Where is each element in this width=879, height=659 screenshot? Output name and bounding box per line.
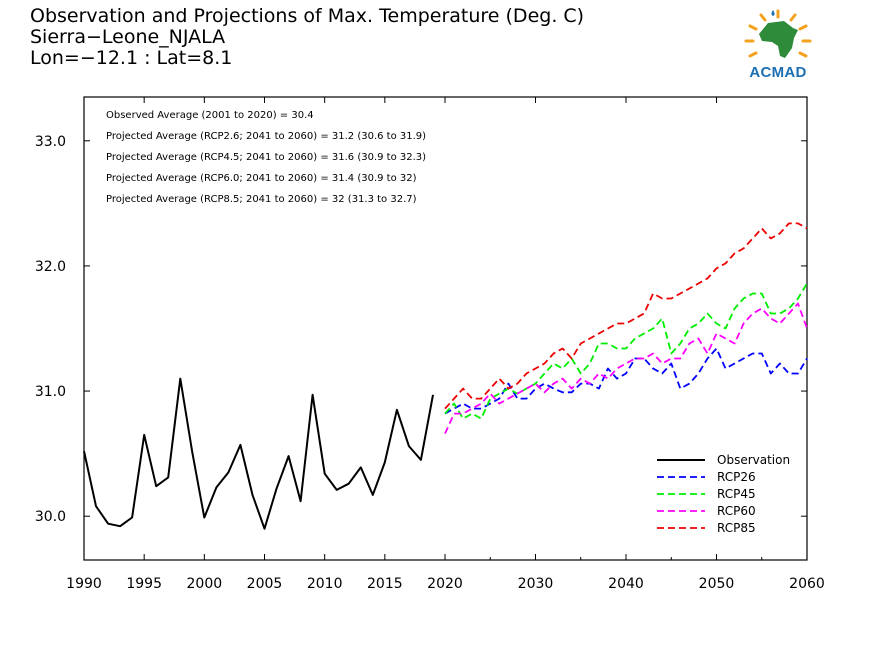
legend-label: Observation: [717, 453, 790, 467]
average-annotation: Projected Average (RCP6.0; 2041 to 2060)…: [106, 173, 417, 184]
axis-ticks: 1990 1995 2000 2005 2010 2015 2020 2030 2040 2050…: [35, 97, 825, 592]
acmad-logo-text: ACMAD: [749, 64, 807, 81]
annotation-block: Observed Average (2001 to 2020) = 30.4 Pr…: [106, 110, 426, 205]
africa-sun-icon: [744, 9, 812, 58]
chart-title-block: Observation and Projections of Max. Temp…: [30, 6, 584, 69]
chart-title: Observation and Projections of Max. Temp…: [30, 5, 585, 27]
station-name: Sierra−Leone_NJALA: [30, 26, 226, 48]
average-annotation: Projected Average (RCP8.5; 2041 to 2060)…: [106, 194, 417, 205]
x-tick-label: 2060: [789, 576, 825, 592]
average-annotation: Projected Average (RCP4.5; 2041 to 2060)…: [106, 152, 426, 163]
legend: Observation RCP26 RCP45 RCP60 RCP85: [657, 453, 790, 535]
x-tick-label: 2020: [427, 576, 463, 592]
series-line-observation: [83, 377, 434, 530]
average-annotation: Observed Average (2001 to 2020) = 30.4: [106, 110, 314, 121]
x-tick-label: 1990: [66, 576, 102, 592]
plot-frame: [83, 96, 808, 561]
station-coordinates: Lon=−12.1 : Lat=8.1: [30, 47, 233, 69]
y-tick-label: 33.0: [35, 134, 66, 150]
plot-border: [83, 96, 808, 561]
x-tick-label: 2005: [247, 576, 283, 592]
series-lines: [83, 222, 808, 530]
series-line-rcp45: [444, 283, 808, 420]
legend-label: RCP26: [717, 470, 756, 484]
y-tick-label: 31.0: [35, 384, 66, 400]
legend-label: RCP60: [717, 504, 756, 518]
x-tick-label: 2015: [367, 576, 403, 592]
legend-label: RCP45: [717, 487, 756, 501]
acmad-logo: ACMAD: [738, 8, 818, 84]
series-line-rcp85: [444, 222, 808, 410]
x-tick-label: 2040: [608, 576, 644, 592]
y-tick-label: 32.0: [35, 259, 66, 275]
y-tick-label: 30.0: [35, 509, 66, 525]
average-annotation: Projected Average (RCP2.6; 2041 to 2060)…: [106, 131, 426, 142]
x-tick-label: 1995: [126, 576, 162, 592]
x-tick-label: 2050: [699, 576, 735, 592]
x-tick-label: 2010: [307, 576, 343, 592]
series-line-rcp60: [444, 302, 808, 434]
series-line-rcp26: [444, 347, 808, 415]
x-tick-label: 2030: [518, 576, 554, 592]
legend-label: RCP85: [717, 521, 756, 535]
x-tick-label: 2000: [187, 576, 223, 592]
